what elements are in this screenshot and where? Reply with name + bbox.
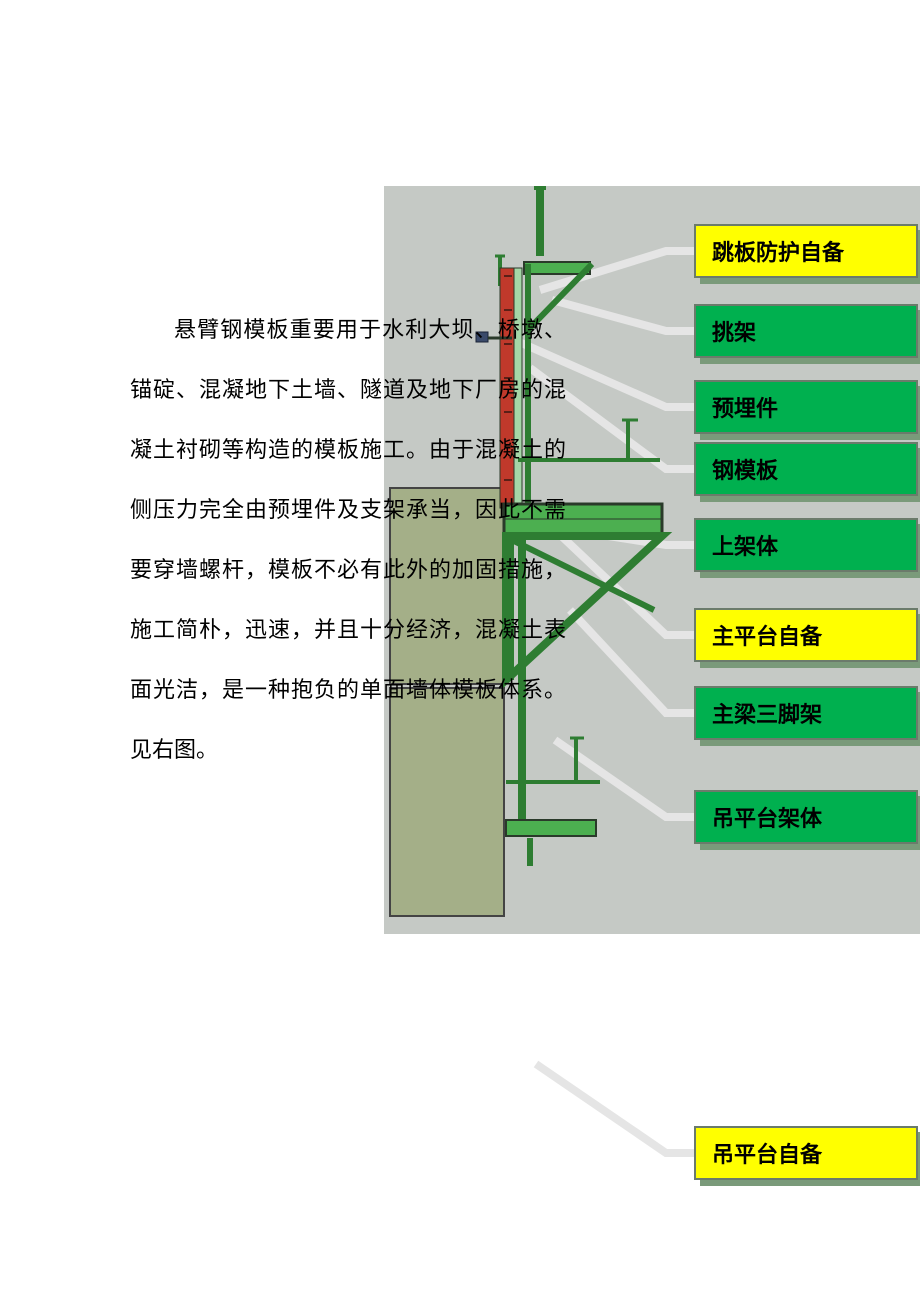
callout-label-l9: 吊平台自备 bbox=[694, 1126, 918, 1180]
callout-label-l1: 跳板防护自备 bbox=[694, 224, 918, 278]
callout-label-l4: 钢模板 bbox=[694, 442, 918, 496]
callout-label-l2: 挑架 bbox=[694, 304, 918, 358]
callout-label-l6: 主平台自备 bbox=[694, 608, 918, 662]
callout-label-l7: 主梁三脚架 bbox=[694, 686, 918, 740]
callout-label-l5: 上架体 bbox=[694, 518, 918, 572]
body-paragraph: 悬臂钢模板重要用于水利大坝、桥墩、锚碇、混凝地下土墙、隧道及地下厂房的混凝土衬砌… bbox=[130, 300, 566, 780]
callout-label-l3: 预埋件 bbox=[694, 380, 918, 434]
callout-label-l8: 吊平台架体 bbox=[694, 790, 918, 844]
